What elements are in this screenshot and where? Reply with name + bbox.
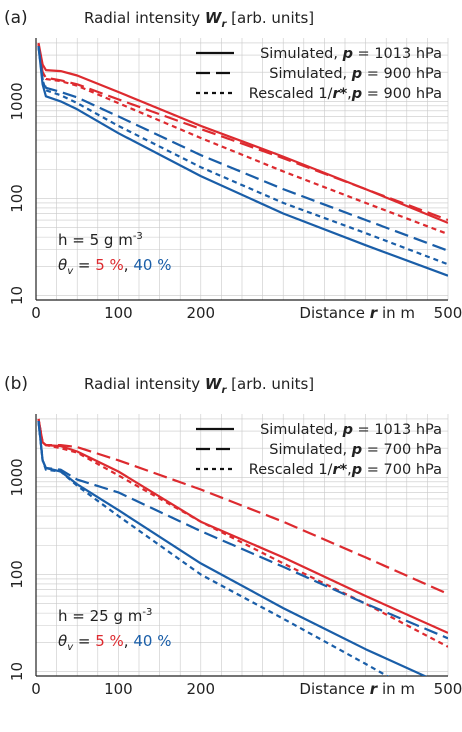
legend-p-symbol: p [351,442,362,458]
x-tick-label: 0 [31,304,41,322]
panel-label: (a) [4,8,28,28]
x-axis-label: Distance r in m [299,304,415,322]
legend-label: Rescaled 1/r*,p = 700 hPa [249,462,442,478]
legend-comma: , [347,462,352,478]
legend-p-symbol: p [351,66,362,82]
legend-label: Simulated, p = 700 hPa [269,442,442,458]
title-symbol: W [205,9,223,27]
title-text: Radial intensity [84,9,205,27]
series-line-blue-dotted [37,46,448,266]
legend-text: Simulated, [269,66,347,82]
chart-title: Radial intensity Wr [arb. units] [84,375,314,396]
y-tick-label: 1000 [8,458,26,496]
chart-panel-b: 0 100 200 500 10 100 1000 (b) Radial intensity W… [4,374,462,698]
legend-r-symbol: r* [332,462,347,478]
series-line-blue-dashed [37,46,448,252]
x-tick-label: 500 [434,680,462,698]
theta-subscript: v [67,266,74,277]
title-symbol: W [205,375,223,393]
grid [35,414,449,677]
title-text: Radial intensity [84,375,205,393]
theta-symbol: θ [58,632,67,650]
x-tick-label: 100 [104,304,133,322]
series-line-blue-dotted [37,420,390,676]
chart-panel-a: 0 100 200 500 10 100 1000 (a) Radial intensity W… [4,8,462,322]
series-group [37,418,448,676]
x-axis-label: Distance r in m [299,680,415,698]
y-tick-label: 100 [8,560,26,589]
legend-label: Simulated, p = 1013 hPa [260,46,442,62]
legend-r-symbol: r* [332,86,347,102]
theta-value-red: 5 % [95,632,124,650]
series-line-red-dashed [37,418,448,596]
legend-text: Simulated, [260,46,338,62]
theta-equals: = [73,256,95,274]
xlabel-units: in m [377,680,415,698]
y-tick-label: 10 [8,662,26,681]
series-group [37,42,448,277]
x-tick-label: 200 [186,680,215,698]
annotation-h-exponent: -3 [142,607,152,618]
annotation-h-text: h = 25 g m [58,607,142,625]
xlabel-text: Distance [299,680,369,698]
legend-value: = 700 hPa [362,462,442,478]
xlabel-units: in m [377,304,415,322]
legend-p-symbol: p [342,422,353,438]
annotation-h-text: h = 5 g m [58,231,133,249]
legend-value: = 900 hPa [362,86,442,102]
legend-label: Rescaled 1/r*,p = 900 hPa [249,86,442,102]
grid [35,38,449,301]
theta-equals: = [73,632,95,650]
legend-value: = 900 hPa [362,66,442,82]
title-units: [arb. units] [226,9,314,27]
title-subscript: r [221,19,227,30]
x-tick-label: 200 [186,304,215,322]
annotation-h-exponent: -3 [133,231,143,242]
x-tick-label: 500 [434,304,462,322]
legend-text: Simulated, [269,442,347,458]
legend-value: = 1013 hPa [353,46,442,62]
title-units: [arb. units] [226,375,314,393]
legend-value: = 1013 hPa [353,422,442,438]
xlabel-text: Distance [299,304,369,322]
legend-p-symbol: p [351,86,362,102]
chart-title: Radial intensity Wr [arb. units] [84,9,314,30]
annotation-humidity: h = 25 g m-3 [58,607,152,625]
annotation-theta: θv = 5 %, 40 % [58,632,171,653]
legend-text: Simulated, [260,422,338,438]
legend-value: = 700 hPa [362,442,442,458]
x-tick-label: 0 [31,680,41,698]
annotation-humidity: h = 5 g m-3 [58,231,143,249]
legend-label: Simulated, p = 1013 hPa [260,422,442,438]
y-tick-label: 1000 [8,82,26,120]
legend-p-symbol: p [342,46,353,62]
panel-label: (b) [4,374,28,394]
legend-text: Rescaled 1/ [249,462,333,478]
theta-value-red: 5 % [95,256,124,274]
legend-p-symbol: p [351,462,362,478]
legend-label: Simulated, p = 900 hPa [269,66,442,82]
xlabel-symbol: r [370,680,379,698]
series-line-blue-solid [37,46,448,277]
y-tick-label: 10 [8,286,26,305]
y-tick-label: 100 [8,184,26,213]
title-subscript: r [221,385,227,396]
series-line-red-dotted [37,418,448,648]
legend-text: Rescaled 1/ [249,86,333,102]
series-line-blue-dashed [37,420,448,640]
theta-separator: , [124,256,134,274]
theta-value-blue: 40 % [133,256,171,274]
theta-value-blue: 40 % [133,632,171,650]
theta-subscript: v [67,642,74,653]
theta-symbol: θ [58,256,67,274]
xlabel-symbol: r [370,304,379,322]
x-tick-label: 100 [104,680,133,698]
legend-comma: , [347,86,352,102]
annotation-theta: θv = 5 %, 40 % [58,256,171,277]
series-line-red-dotted [37,43,448,236]
theta-separator: , [124,632,134,650]
